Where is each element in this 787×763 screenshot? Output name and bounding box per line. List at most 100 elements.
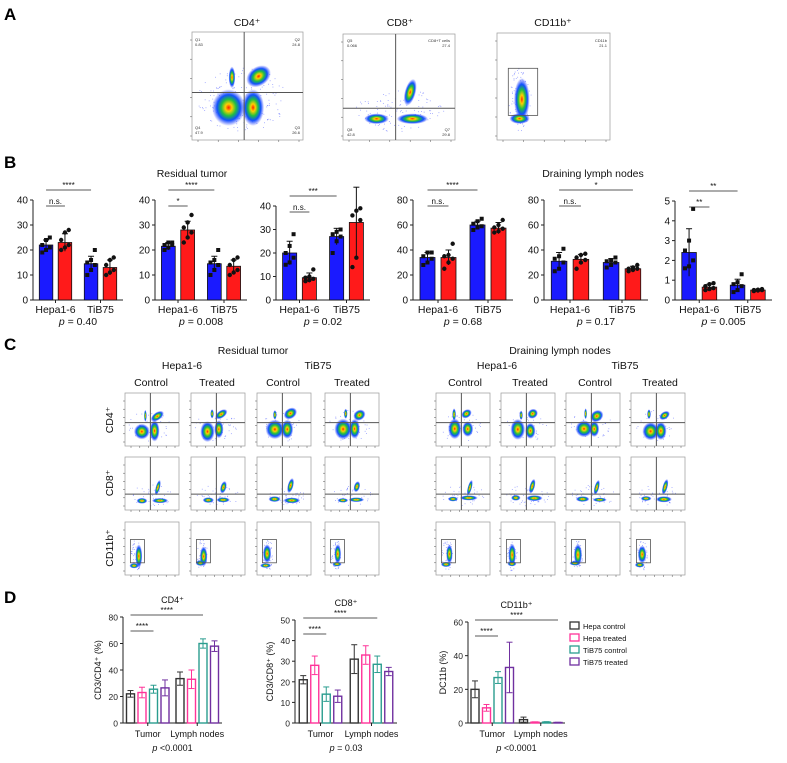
event-dot: [637, 426, 639, 427]
event-dot: [444, 491, 446, 493]
event-dot: [535, 436, 537, 438]
event-dot: [338, 566, 340, 568]
event-dot: [511, 569, 513, 571]
event-dot: [645, 413, 647, 415]
data-point: [496, 229, 501, 234]
event-dot: [136, 502, 138, 503]
event-dot: [478, 495, 480, 496]
event-dot: [447, 435, 449, 437]
event-dot: [196, 494, 198, 496]
event-dot: [652, 492, 654, 494]
population-density: [655, 496, 672, 503]
bar-hepa-control: [518, 716, 529, 724]
event-dot: [533, 419, 534, 421]
population-density: [642, 422, 659, 441]
event-dot: [210, 120, 211, 122]
event-dot: [246, 87, 247, 89]
bar-treated: [490, 217, 507, 301]
population-density: [349, 418, 360, 439]
event-dot: [364, 101, 366, 102]
event-dot: [445, 547, 447, 548]
event-dot: [476, 430, 478, 432]
p-value: p <0.0001: [495, 743, 536, 753]
event-dot: [456, 415, 458, 417]
event-dot: [388, 93, 390, 95]
population-density: [466, 479, 473, 496]
event-dot: [204, 99, 206, 101]
data-point: [283, 251, 288, 255]
y-tick-label: 60: [528, 221, 540, 232]
flow-plot-cd11b: [434, 521, 491, 577]
condition-label: Control: [578, 377, 612, 389]
event-dot: [377, 112, 378, 114]
p-value: p = 0.03: [329, 743, 363, 753]
data-point: [471, 228, 476, 232]
event-dot: [640, 495, 642, 496]
event-dot: [166, 502, 168, 504]
event-dot: [272, 120, 274, 121]
event-dot: [641, 489, 643, 491]
bar-treated: [750, 286, 766, 301]
event-dot: [295, 494, 297, 496]
event-dot: [438, 106, 439, 108]
event-dot: [329, 420, 331, 422]
population-density: [334, 418, 352, 440]
event-dot: [396, 108, 398, 110]
event-dot: [238, 76, 240, 78]
event-dot: [283, 412, 285, 414]
event-dot: [367, 101, 369, 103]
event-dot: [669, 429, 671, 430]
event-dot: [204, 110, 206, 111]
event-dot: [300, 492, 301, 494]
event-dot: [268, 99, 270, 101]
event-dot: [352, 490, 353, 492]
plot-frame: [324, 392, 380, 447]
p-symbol: p: [329, 743, 338, 753]
event-dot: [332, 429, 334, 431]
event-dot: [370, 492, 371, 493]
data-point: [735, 280, 740, 285]
event-dot: [271, 556, 273, 558]
data-point: [162, 248, 167, 252]
data-point: [739, 272, 744, 277]
data-point: [635, 262, 640, 268]
significance-label: ****: [161, 606, 173, 615]
population-density: [241, 89, 265, 126]
legend-item: Hepa treated: [569, 633, 626, 643]
event-dot: [267, 119, 269, 120]
event-dot: [369, 113, 371, 114]
cd11b-gate: [195, 539, 211, 564]
event-dot: [646, 551, 648, 553]
data-point: [446, 260, 451, 265]
event-dot: [226, 73, 228, 75]
chart-title: CD11b⁺: [500, 600, 532, 610]
panel-c-flow-grid: [123, 392, 686, 577]
y-tick-label: 30: [139, 221, 151, 232]
event-dot: [510, 567, 511, 569]
event-dot: [639, 544, 641, 546]
event-dot: [296, 503, 298, 505]
event-dot: [268, 83, 270, 85]
y-axis-label: CD3/CD8⁺ (%): [265, 642, 275, 702]
population-density: [129, 563, 139, 569]
event-dot: [272, 84, 274, 85]
event-dot: [272, 558, 273, 560]
y-tick-label: 40: [260, 202, 272, 213]
event-dot: [421, 95, 423, 97]
event-dot: [133, 546, 135, 548]
event-dot: [536, 430, 538, 432]
event-dot: [522, 123, 523, 125]
event-dot: [237, 491, 239, 493]
flow-plot-cd11b: [255, 521, 312, 577]
significance-label: n.s.: [564, 197, 577, 206]
event-dot: [335, 544, 336, 546]
p-value: p = 0.68: [443, 316, 482, 328]
event-dot: [643, 569, 645, 571]
event-dot: [269, 80, 271, 82]
event-dot: [198, 566, 200, 568]
bar-control: [419, 250, 436, 301]
event-dot: [204, 82, 206, 84]
event-dot: [366, 424, 368, 426]
event-dot: [348, 504, 349, 506]
population-density: [273, 410, 277, 420]
